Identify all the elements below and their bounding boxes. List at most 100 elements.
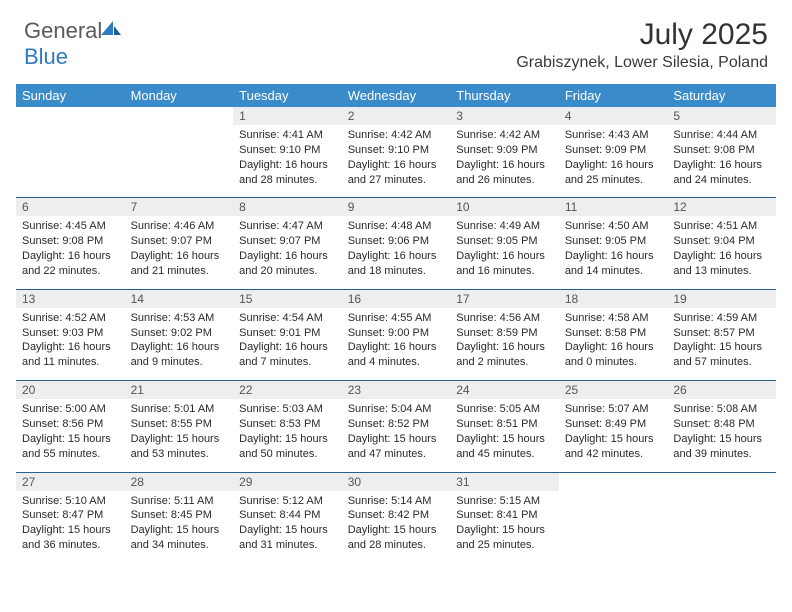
- day-info-line: Sunrise: 4:43 AM: [565, 128, 662, 143]
- day-info-line: Daylight: 16 hours: [673, 158, 770, 173]
- day-data-cell: Sunrise: 5:05 AMSunset: 8:51 PMDaylight:…: [450, 399, 559, 472]
- day-info-line: and 18 minutes.: [348, 264, 445, 279]
- day-number-row: 20212223242526: [16, 381, 776, 399]
- day-info-line: Sunset: 9:05 PM: [565, 234, 662, 249]
- day-data-cell: Sunrise: 4:56 AMSunset: 8:59 PMDaylight:…: [450, 308, 559, 381]
- day-number-cell: [667, 473, 776, 491]
- day-info-line: Daylight: 15 hours: [131, 523, 228, 538]
- day-info-line: and 47 minutes.: [348, 447, 445, 462]
- day-info-line: and 20 minutes.: [239, 264, 336, 279]
- day-info-line: Daylight: 16 hours: [22, 340, 119, 355]
- day-data-row: Sunrise: 5:10 AMSunset: 8:47 PMDaylight:…: [16, 491, 776, 563]
- day-number-cell: 25: [559, 381, 668, 399]
- day-data-cell: Sunrise: 5:08 AMSunset: 8:48 PMDaylight:…: [667, 399, 776, 472]
- day-info-line: Sunset: 8:58 PM: [565, 326, 662, 341]
- day-info-line: Sunset: 9:02 PM: [131, 326, 228, 341]
- day-info-line: Sunset: 9:10 PM: [348, 143, 445, 158]
- day-info-line: and 21 minutes.: [131, 264, 228, 279]
- day-data-row: Sunrise: 4:41 AMSunset: 9:10 PMDaylight:…: [16, 125, 776, 198]
- day-header-cell: Friday: [559, 84, 668, 107]
- day-info-line: Sunrise: 4:51 AM: [673, 219, 770, 234]
- brand-part2: Blue: [24, 44, 68, 69]
- day-info-line: Sunset: 8:42 PM: [348, 508, 445, 523]
- day-info-line: and 26 minutes.: [456, 173, 553, 188]
- day-number-row: 12345: [16, 107, 776, 125]
- day-info-line: Sunset: 9:08 PM: [673, 143, 770, 158]
- day-number-cell: 12: [667, 198, 776, 216]
- day-info-line: Sunset: 8:41 PM: [456, 508, 553, 523]
- day-info-line: Sunset: 8:57 PM: [673, 326, 770, 341]
- day-number-cell: 5: [667, 107, 776, 125]
- day-info-line: Daylight: 16 hours: [348, 158, 445, 173]
- day-info-line: and 42 minutes.: [565, 447, 662, 462]
- day-data-cell: Sunrise: 5:14 AMSunset: 8:42 PMDaylight:…: [342, 491, 451, 563]
- day-data-cell: Sunrise: 4:55 AMSunset: 9:00 PMDaylight:…: [342, 308, 451, 381]
- day-info-line: Daylight: 15 hours: [673, 432, 770, 447]
- day-number-cell: 13: [16, 290, 125, 308]
- day-info-line: Sunrise: 5:15 AM: [456, 494, 553, 509]
- day-info-line: Daylight: 15 hours: [673, 340, 770, 355]
- day-info-line: Sunset: 9:04 PM: [673, 234, 770, 249]
- day-info-line: and 13 minutes.: [673, 264, 770, 279]
- day-info-line: Sunrise: 4:42 AM: [456, 128, 553, 143]
- day-number-cell: 3: [450, 107, 559, 125]
- brand-sail-icon: [100, 18, 122, 43]
- day-data-cell: [559, 491, 668, 563]
- location-text: Grabiszynek, Lower Silesia, Poland: [516, 54, 768, 72]
- day-info-line: Daylight: 15 hours: [565, 432, 662, 447]
- day-info-line: and 25 minutes.: [456, 538, 553, 553]
- day-info-line: and 2 minutes.: [456, 355, 553, 370]
- day-number-cell: 31: [450, 473, 559, 491]
- day-data-row: Sunrise: 5:00 AMSunset: 8:56 PMDaylight:…: [16, 399, 776, 472]
- day-info-line: Sunrise: 5:08 AM: [673, 402, 770, 417]
- day-info-line: Sunrise: 5:10 AM: [22, 494, 119, 509]
- day-info-line: and 25 minutes.: [565, 173, 662, 188]
- day-number-cell: 9: [342, 198, 451, 216]
- day-data-cell: Sunrise: 4:58 AMSunset: 8:58 PMDaylight:…: [559, 308, 668, 381]
- day-info-line: Daylight: 16 hours: [456, 340, 553, 355]
- day-data-row: Sunrise: 4:52 AMSunset: 9:03 PMDaylight:…: [16, 308, 776, 381]
- day-info-line: and 22 minutes.: [22, 264, 119, 279]
- day-number-cell: 6: [16, 198, 125, 216]
- day-info-line: Daylight: 15 hours: [456, 432, 553, 447]
- day-number-cell: 27: [16, 473, 125, 491]
- day-data-cell: Sunrise: 5:12 AMSunset: 8:44 PMDaylight:…: [233, 491, 342, 563]
- day-info-line: Daylight: 15 hours: [348, 432, 445, 447]
- day-number-cell: 24: [450, 381, 559, 399]
- day-info-line: Daylight: 16 hours: [348, 249, 445, 264]
- day-info-line: Daylight: 16 hours: [131, 340, 228, 355]
- day-info-line: Sunrise: 4:42 AM: [348, 128, 445, 143]
- day-info-line: Daylight: 15 hours: [22, 432, 119, 447]
- day-number-cell: 16: [342, 290, 451, 308]
- day-info-line: Sunset: 8:45 PM: [131, 508, 228, 523]
- day-info-line: Sunrise: 4:50 AM: [565, 219, 662, 234]
- day-data-cell: Sunrise: 5:00 AMSunset: 8:56 PMDaylight:…: [16, 399, 125, 472]
- day-info-line: Daylight: 16 hours: [673, 249, 770, 264]
- day-number-cell: 20: [16, 381, 125, 399]
- day-info-line: Sunset: 8:51 PM: [456, 417, 553, 432]
- day-number-cell: 18: [559, 290, 668, 308]
- day-header-cell: Sunday: [16, 84, 125, 107]
- day-info-line: Daylight: 15 hours: [239, 523, 336, 538]
- day-info-line: Sunset: 9:03 PM: [22, 326, 119, 341]
- day-info-line: Sunrise: 5:12 AM: [239, 494, 336, 509]
- day-info-line: and 0 minutes.: [565, 355, 662, 370]
- day-info-line: Sunrise: 5:07 AM: [565, 402, 662, 417]
- day-info-line: and 24 minutes.: [673, 173, 770, 188]
- day-info-line: Sunrise: 4:53 AM: [131, 311, 228, 326]
- day-info-line: Sunrise: 4:46 AM: [131, 219, 228, 234]
- day-number-cell: 17: [450, 290, 559, 308]
- day-info-line: Daylight: 15 hours: [348, 523, 445, 538]
- day-number-cell: 28: [125, 473, 234, 491]
- month-title: July 2025: [516, 18, 768, 52]
- day-data-cell: Sunrise: 4:41 AMSunset: 9:10 PMDaylight:…: [233, 125, 342, 198]
- day-info-line: Daylight: 16 hours: [456, 158, 553, 173]
- day-info-line: and 14 minutes.: [565, 264, 662, 279]
- day-info-line: and 4 minutes.: [348, 355, 445, 370]
- day-info-line: and 28 minutes.: [239, 173, 336, 188]
- day-info-line: Daylight: 16 hours: [565, 158, 662, 173]
- day-number-cell: 7: [125, 198, 234, 216]
- day-info-line: Sunset: 8:49 PM: [565, 417, 662, 432]
- day-number-cell: 26: [667, 381, 776, 399]
- day-info-line: Sunrise: 5:03 AM: [239, 402, 336, 417]
